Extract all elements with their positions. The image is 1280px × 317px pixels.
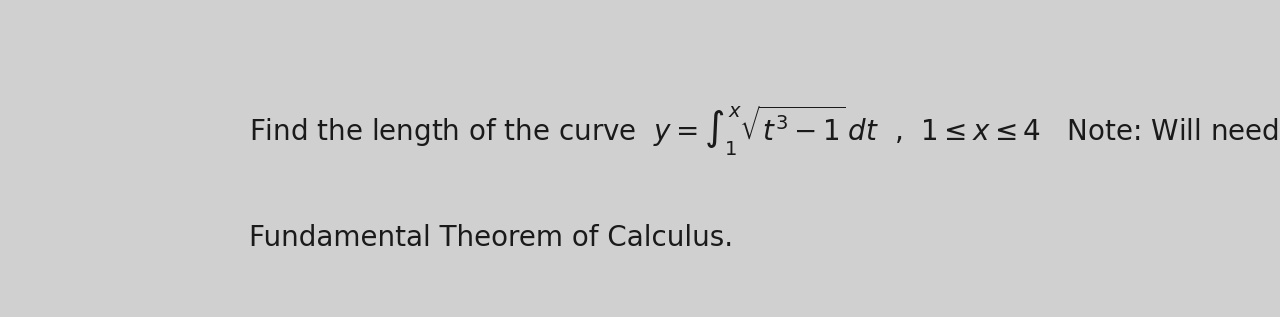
Text: Find the length of the curve  $y = \int_{1}^{x} \sqrt{t^3 - 1}\, dt$  ,  $1 \leq: Find the length of the curve $y = \int_{… [250,104,1280,158]
Text: Fundamental Theorem of Calculus.: Fundamental Theorem of Calculus. [250,224,733,252]
